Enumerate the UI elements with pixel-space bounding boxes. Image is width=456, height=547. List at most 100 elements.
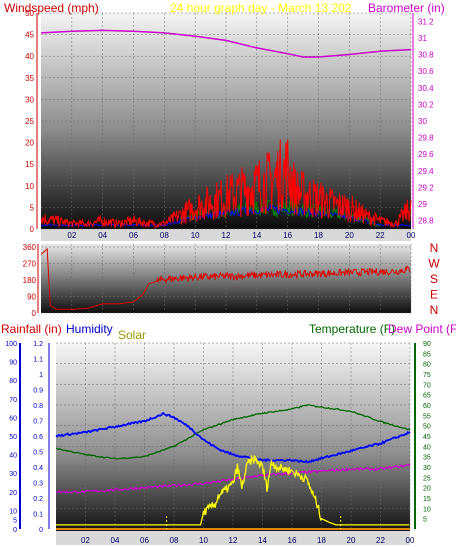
windspeed-tick-label: 0 <box>30 225 35 234</box>
wind-baro-series <box>40 29 412 229</box>
compass-label: N <box>430 303 439 317</box>
windspeed-axis-label: Windspeed (mph) <box>4 1 99 15</box>
x-tick-label: 16 <box>288 536 297 545</box>
humidity-tick-label: 0 <box>13 527 17 534</box>
x-tick-label: 10 <box>199 536 208 545</box>
rainfall-tick-label: 0.4 <box>33 465 43 472</box>
humidity-tick-label: 30 <box>9 471 17 478</box>
temperature-tick-label: 50 <box>423 424 431 431</box>
dewpoint-series <box>56 463 411 494</box>
rain-humidity-grid <box>56 342 411 531</box>
temperature-tick-label: 80 <box>423 362 431 369</box>
rainfall-tick-label: 0.9 <box>33 388 43 395</box>
temperature-tick-label: 15 <box>423 496 431 503</box>
top-axis-bar <box>41 229 411 241</box>
temperature-tick-label: 70 <box>423 382 431 389</box>
temperature-tick-label: 65 <box>423 393 431 400</box>
x-tick-label: 00 <box>406 536 415 545</box>
humidity-tick-label: 70 <box>9 397 17 404</box>
x-tick-label: 12 <box>222 231 231 240</box>
windspeed-series <box>40 139 412 229</box>
direction-tick-label: 360 <box>23 243 37 252</box>
dewpoint-axis-label: Dew Point (F) <box>388 322 456 336</box>
x-tick-label: 18 <box>317 536 326 545</box>
x-tick-label: 22 <box>376 536 385 545</box>
x-tick-label: 02 <box>67 231 76 240</box>
rainfall-tick-label: 0.2 <box>33 496 43 503</box>
bottom-axis-bar <box>56 531 410 545</box>
compass-label: S <box>430 272 438 286</box>
humidity-tick-label: 20 <box>9 490 17 497</box>
x-tick-label: 20 <box>345 231 354 240</box>
windspeed-tick-label: 15 <box>25 160 34 169</box>
direction-grid <box>41 244 412 314</box>
barometer-tick-label: 30.4 <box>418 84 434 93</box>
solar-series <box>56 454 410 526</box>
chart-title: 24 hour graph day - March 13 202 <box>170 1 352 15</box>
temperature-tick-label: 90 <box>423 341 431 348</box>
windspeed-tick-label: 50 <box>25 9 34 18</box>
x-tick-label: 06 <box>129 231 138 240</box>
x-tick-label: 08 <box>160 231 169 240</box>
windspeed-tick-label: 30 <box>25 95 34 104</box>
direction-tick-label: 0 <box>32 309 37 318</box>
temperature-tick-label: 75 <box>423 372 431 379</box>
humidity-tick-label: 5 <box>13 518 17 525</box>
x-tick-label: 14 <box>252 231 261 240</box>
humidity-tick-label: 10 <box>9 508 17 515</box>
temperature-tick-label: 10 <box>423 506 431 513</box>
humidity-tick-label: 50 <box>9 434 17 441</box>
rainfall-tick-label: 1.1 <box>33 357 43 364</box>
temperature-tick-label: 35 <box>423 455 431 462</box>
barometer-tick-label: 29 <box>418 200 427 209</box>
barometer-tick-label: 30 <box>418 117 427 126</box>
barometer-tick-label: 29.2 <box>418 183 434 192</box>
barometer-series <box>40 29 412 58</box>
rainfall-tick-label: 0.1 <box>33 512 43 519</box>
x-tick-label: 04 <box>111 536 120 545</box>
temperature-tick-label: 60 <box>423 403 431 410</box>
axes-labels: 0510152025303540455028.82929.229.429.629… <box>5 9 440 545</box>
windspeed-tick-label: 20 <box>25 139 34 148</box>
x-tick-label: 14 <box>258 536 267 545</box>
rainfall-tick-label: 0 <box>39 527 43 534</box>
barometer-tick-label: 30.8 <box>418 51 434 60</box>
humidity-series <box>55 411 411 464</box>
solar-axis-label: Solar <box>118 328 146 342</box>
x-tick-label: 00 <box>407 231 416 240</box>
x-tick-label: 10 <box>191 231 200 240</box>
rain-humidity-series <box>55 403 411 530</box>
windspeed-tick-label: 35 <box>25 74 34 83</box>
temperature-tick-label: 85 <box>423 351 431 358</box>
x-tick-label: 12 <box>229 536 238 545</box>
temperature-tick-label: 45 <box>423 434 431 441</box>
direction-tick-label: 180 <box>23 276 37 285</box>
barometer-tick-label: 31 <box>418 34 427 43</box>
x-tick-label: 08 <box>170 536 179 545</box>
x-tick-label: 18 <box>314 231 323 240</box>
rainfall-tick-label: 0.8 <box>33 403 43 410</box>
windspeed-tick-label: 40 <box>25 52 34 61</box>
barometer-tick-label: 30.2 <box>418 100 434 109</box>
windspeed-tick-label: 10 <box>25 182 34 191</box>
wind-direction-series <box>40 247 411 310</box>
humidity-tick-label: 60 <box>9 415 17 422</box>
temperature-axis-label: Temperature (F) <box>309 322 395 336</box>
rainfall-tick-label: 0.7 <box>33 419 43 426</box>
temperature-tick-label: 20 <box>423 486 431 493</box>
direction-series <box>40 247 411 310</box>
compass-label: E <box>430 288 438 302</box>
temperature-tick-label: 5 <box>423 517 427 524</box>
direction-tick-label: 90 <box>27 293 36 302</box>
barometer-tick-label: 28.8 <box>418 217 434 226</box>
x-tick-label: 16 <box>283 231 292 240</box>
humidity-tick-label: 90 <box>9 360 17 367</box>
barometer-tick-label: 29.6 <box>418 150 434 159</box>
temperature-tick-label: 30 <box>423 465 431 472</box>
barometer-tick-label: 30.6 <box>418 67 434 76</box>
rainfall-tick-label: 1.2 <box>33 341 43 348</box>
x-tick-label: 02 <box>81 536 90 545</box>
rainfall-tick-label: 1 <box>39 372 43 379</box>
x-tick-label: 04 <box>98 231 107 240</box>
